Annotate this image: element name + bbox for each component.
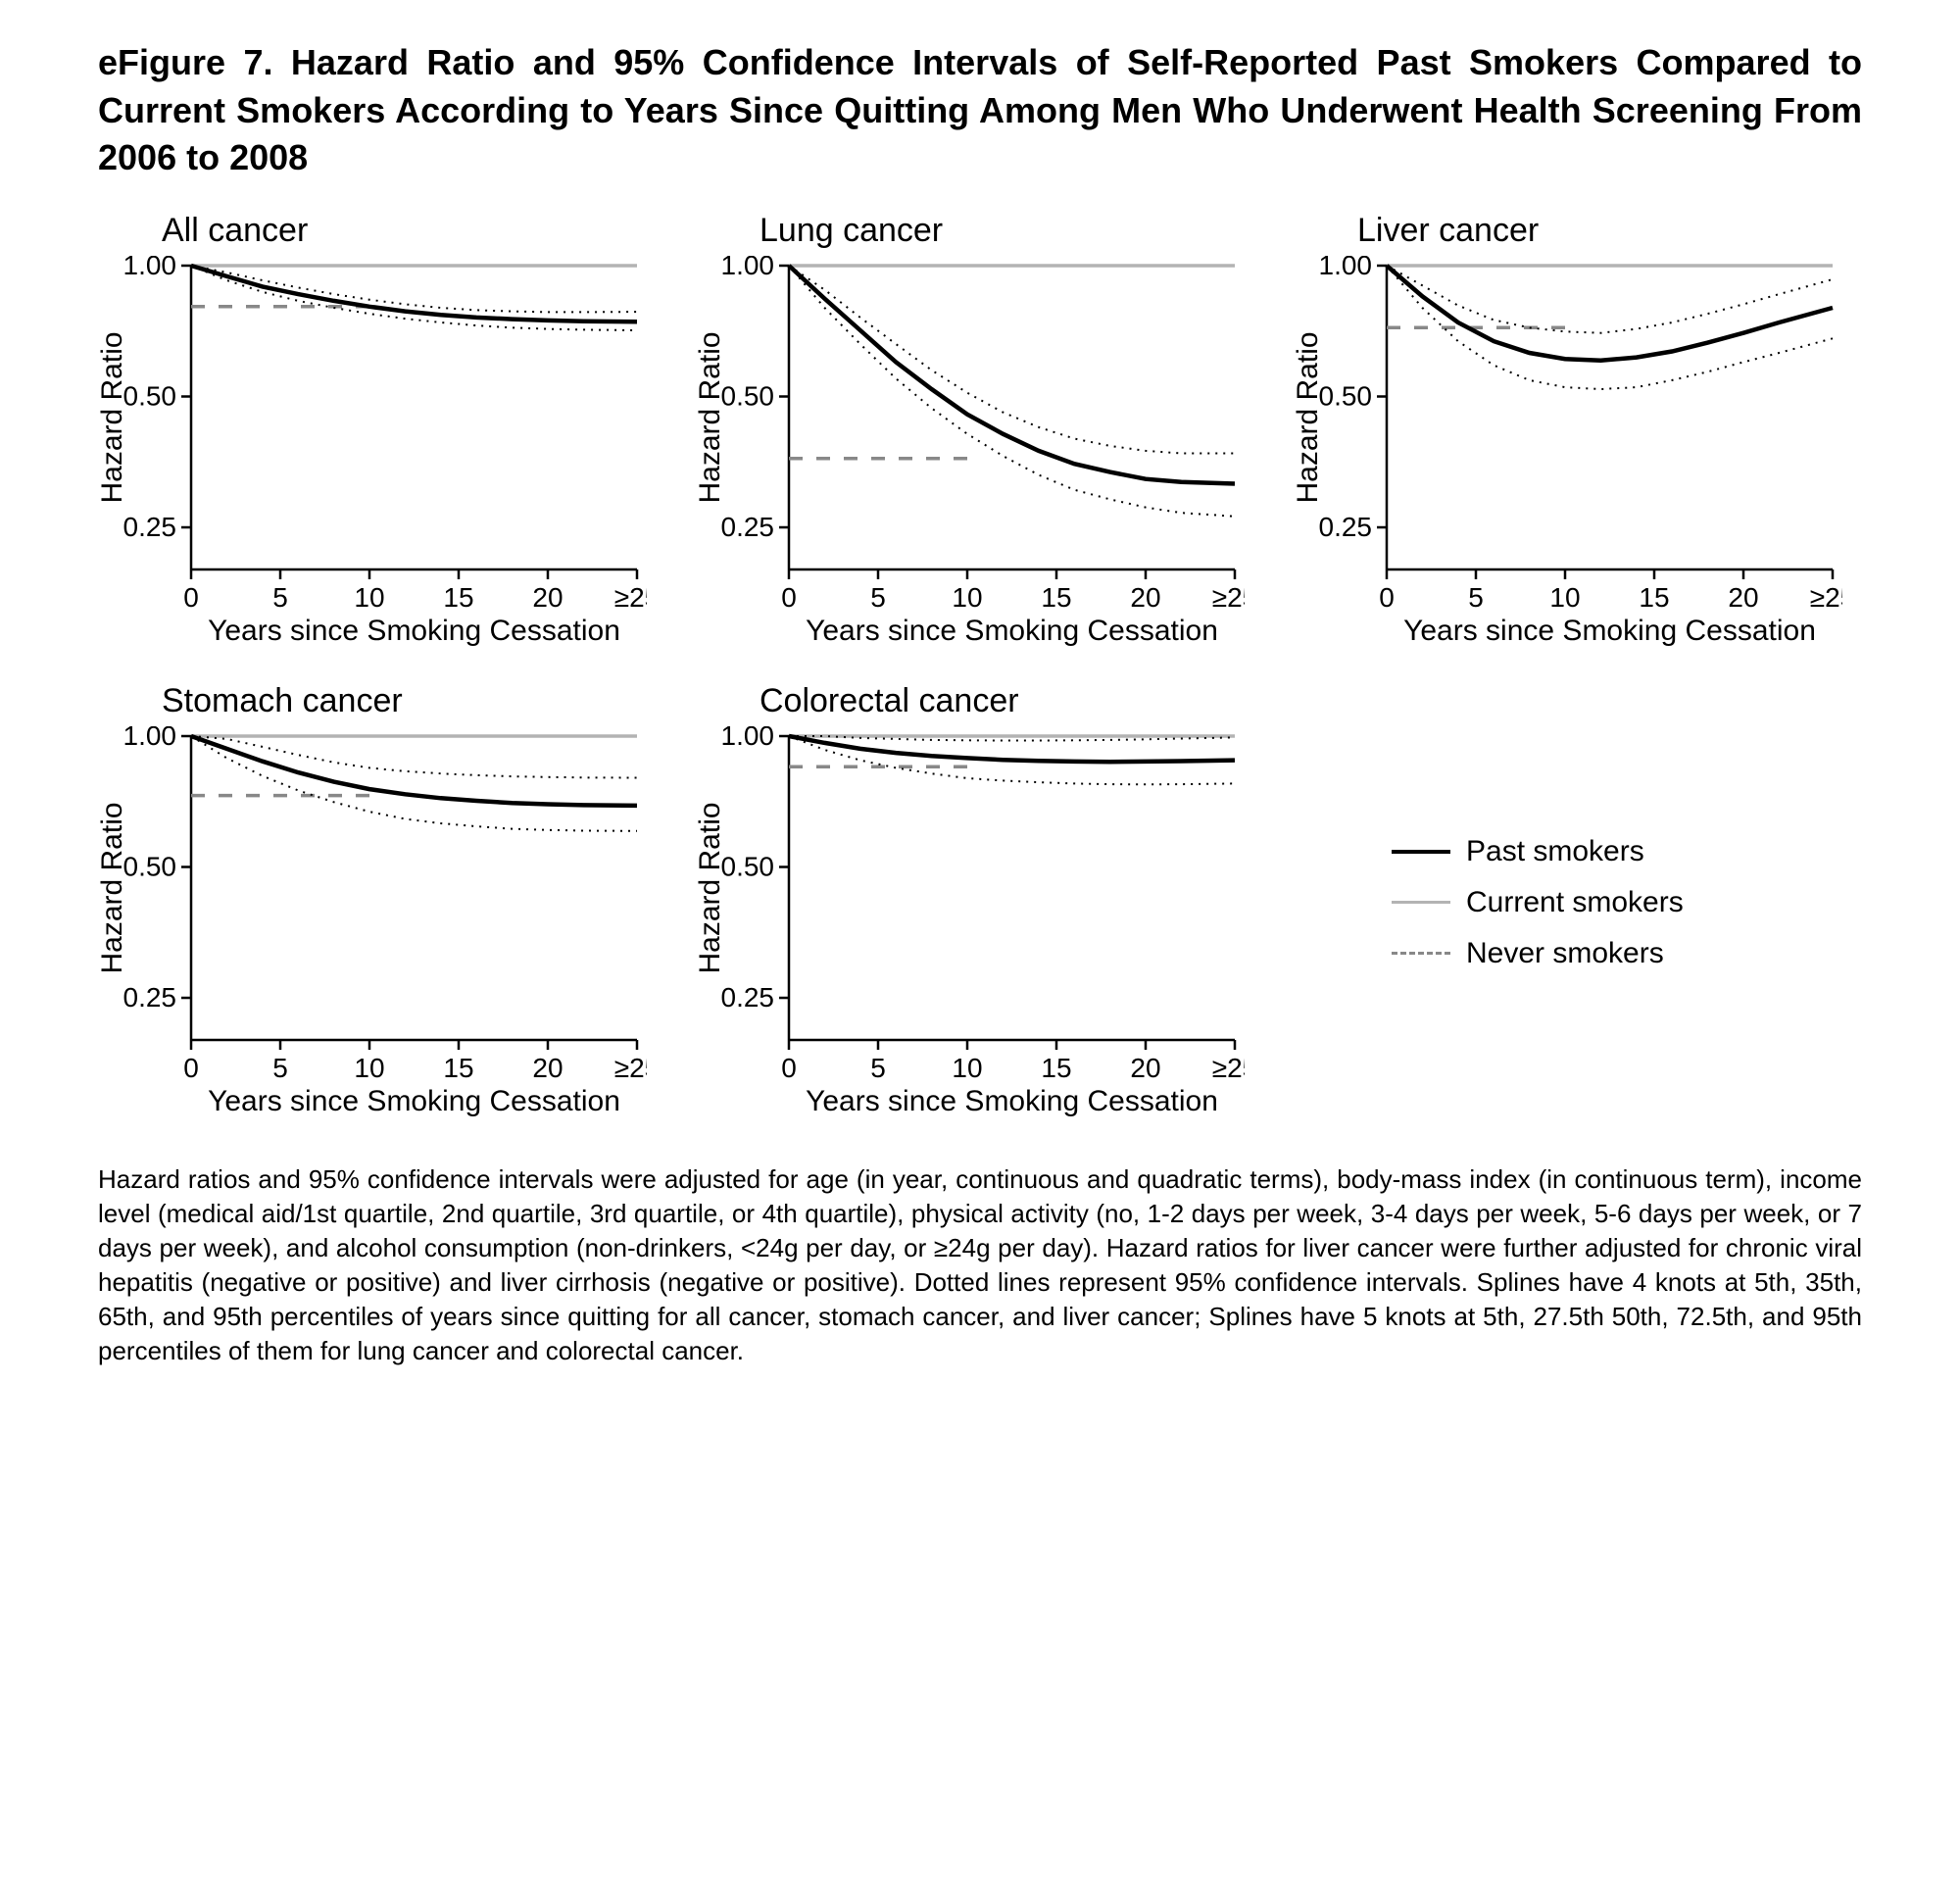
svg-text:1.00: 1.00 (721, 256, 775, 280)
panel-colorectal-cancer: Colorectal cancer 0.25 0.50 1.00 0 5 10 15 20 ≥25… (696, 682, 1245, 1123)
panel-grid: All cancer0.250.501.0005101520≥25Years s… (98, 212, 1862, 1123)
legend-swatch-past (1392, 850, 1450, 854)
legend-swatch-current (1392, 901, 1450, 904)
legend-item-never: Never smokers (1392, 937, 1664, 970)
svg-text:10: 10 (354, 1053, 384, 1083)
panel-all-cancer: All cancer 0.25 0.50 1.00 0 5 10 15 20 ≥25Years s… (98, 212, 647, 653)
svg-text:10: 10 (952, 1053, 982, 1083)
panel-lung-cancer: Lung cancer 0.25 0.50 1.00 0 5 10 15 20 ≥25Years … (696, 212, 1245, 653)
svg-text:20: 20 (1130, 582, 1160, 613)
svg-text:Hazard Ratio: Hazard Ratio (98, 331, 128, 503)
legend-item-current: Current smokers (1392, 886, 1684, 919)
chart-liver-cancer: 0.25 0.50 1.00 0 5 10 15 20 ≥25Years since Smoki… (1294, 256, 1842, 648)
svg-text:Years since Smoking Cessation: Years since Smoking Cessation (208, 615, 620, 647)
svg-text:0: 0 (781, 582, 797, 613)
svg-text:15: 15 (1639, 582, 1669, 613)
svg-text:0.50: 0.50 (1319, 380, 1373, 411)
panel-title: Lung cancer (696, 212, 1245, 250)
svg-text:≥25: ≥25 (614, 1053, 647, 1083)
svg-text:0: 0 (1379, 582, 1395, 613)
svg-text:20: 20 (532, 1053, 563, 1083)
svg-text:15: 15 (443, 1053, 473, 1083)
svg-text:0.50: 0.50 (123, 851, 177, 881)
svg-text:15: 15 (1041, 582, 1071, 613)
svg-text:1.00: 1.00 (721, 726, 775, 751)
figure-title: eFigure 7. Hazard Ratio and 95% Confiden… (98, 39, 1862, 182)
figure: eFigure 7. Hazard Ratio and 95% Confiden… (98, 39, 1862, 1368)
svg-text:0.50: 0.50 (123, 380, 177, 411)
svg-text:Years since Smoking Cessation: Years since Smoking Cessation (1403, 615, 1816, 647)
chart-all-cancer: 0.25 0.50 1.00 0 5 10 15 20 ≥25Years since Smoki… (98, 256, 647, 648)
svg-text:1.00: 1.00 (1319, 256, 1373, 280)
figure-caption: Hazard ratios and 95% confidence interva… (98, 1162, 1862, 1369)
svg-text:5: 5 (1468, 582, 1484, 613)
chart-colorectal-cancer: 0.25 0.50 1.00 0 5 10 15 20 ≥25Years since Smoki… (696, 726, 1245, 1118)
legend-swatch-never (1392, 952, 1450, 955)
legend-label-never: Never smokers (1466, 937, 1664, 970)
svg-text:1.00: 1.00 (123, 256, 177, 280)
svg-text:0: 0 (781, 1053, 797, 1083)
svg-text:0.25: 0.25 (721, 512, 775, 542)
svg-text:10: 10 (354, 582, 384, 613)
svg-text:Hazard Ratio: Hazard Ratio (1294, 331, 1324, 503)
svg-text:15: 15 (1041, 1053, 1071, 1083)
svg-text:Years since Smoking Cessation: Years since Smoking Cessation (806, 1085, 1218, 1117)
svg-text:0.25: 0.25 (123, 512, 177, 542)
legend-label-past: Past smokers (1466, 835, 1644, 868)
svg-text:≥25: ≥25 (614, 582, 647, 613)
svg-text:5: 5 (272, 582, 288, 613)
svg-text:Hazard Ratio: Hazard Ratio (696, 802, 726, 973)
svg-text:0.50: 0.50 (721, 851, 775, 881)
svg-text:0.25: 0.25 (123, 982, 177, 1013)
svg-text:Hazard Ratio: Hazard Ratio (98, 802, 128, 973)
svg-text:20: 20 (532, 582, 563, 613)
svg-text:Years since Smoking Cessation: Years since Smoking Cessation (806, 615, 1218, 647)
svg-text:10: 10 (952, 582, 982, 613)
svg-text:5: 5 (272, 1053, 288, 1083)
panel-title: Liver cancer (1294, 212, 1842, 250)
svg-text:0.25: 0.25 (721, 982, 775, 1013)
svg-text:5: 5 (870, 582, 886, 613)
panel-title: All cancer (98, 212, 647, 250)
legend-item-past: Past smokers (1392, 835, 1644, 868)
svg-text:10: 10 (1549, 582, 1580, 613)
svg-text:0: 0 (183, 582, 199, 613)
legend: Past smokers Current smokers Never smokers (1294, 682, 1862, 1123)
svg-text:≥25: ≥25 (1212, 582, 1245, 613)
legend-label-current: Current smokers (1466, 886, 1684, 919)
svg-text:Hazard Ratio: Hazard Ratio (696, 331, 726, 503)
svg-text:20: 20 (1728, 582, 1758, 613)
svg-text:0.50: 0.50 (721, 380, 775, 411)
svg-text:≥25: ≥25 (1810, 582, 1842, 613)
svg-text:5: 5 (870, 1053, 886, 1083)
chart-stomach-cancer: 0.25 0.50 1.00 0 5 10 15 20 ≥25Years since Smoki… (98, 726, 647, 1118)
svg-text:1.00: 1.00 (123, 726, 177, 751)
panel-title: Stomach cancer (98, 682, 647, 720)
svg-text:0.25: 0.25 (1319, 512, 1373, 542)
panel-liver-cancer: Liver cancer 0.25 0.50 1.00 0 5 10 15 20 ≥25Years… (1294, 212, 1842, 653)
svg-text:≥25: ≥25 (1212, 1053, 1245, 1083)
panel-stomach-cancer: Stomach cancer 0.25 0.50 1.00 0 5 10 15 20 ≥25Yea… (98, 682, 647, 1123)
svg-text:20: 20 (1130, 1053, 1160, 1083)
svg-text:15: 15 (443, 582, 473, 613)
svg-text:0: 0 (183, 1053, 199, 1083)
panel-title: Colorectal cancer (696, 682, 1245, 720)
chart-lung-cancer: 0.25 0.50 1.00 0 5 10 15 20 ≥25Years since Smoki… (696, 256, 1245, 648)
svg-text:Years since Smoking Cessation: Years since Smoking Cessation (208, 1085, 620, 1117)
